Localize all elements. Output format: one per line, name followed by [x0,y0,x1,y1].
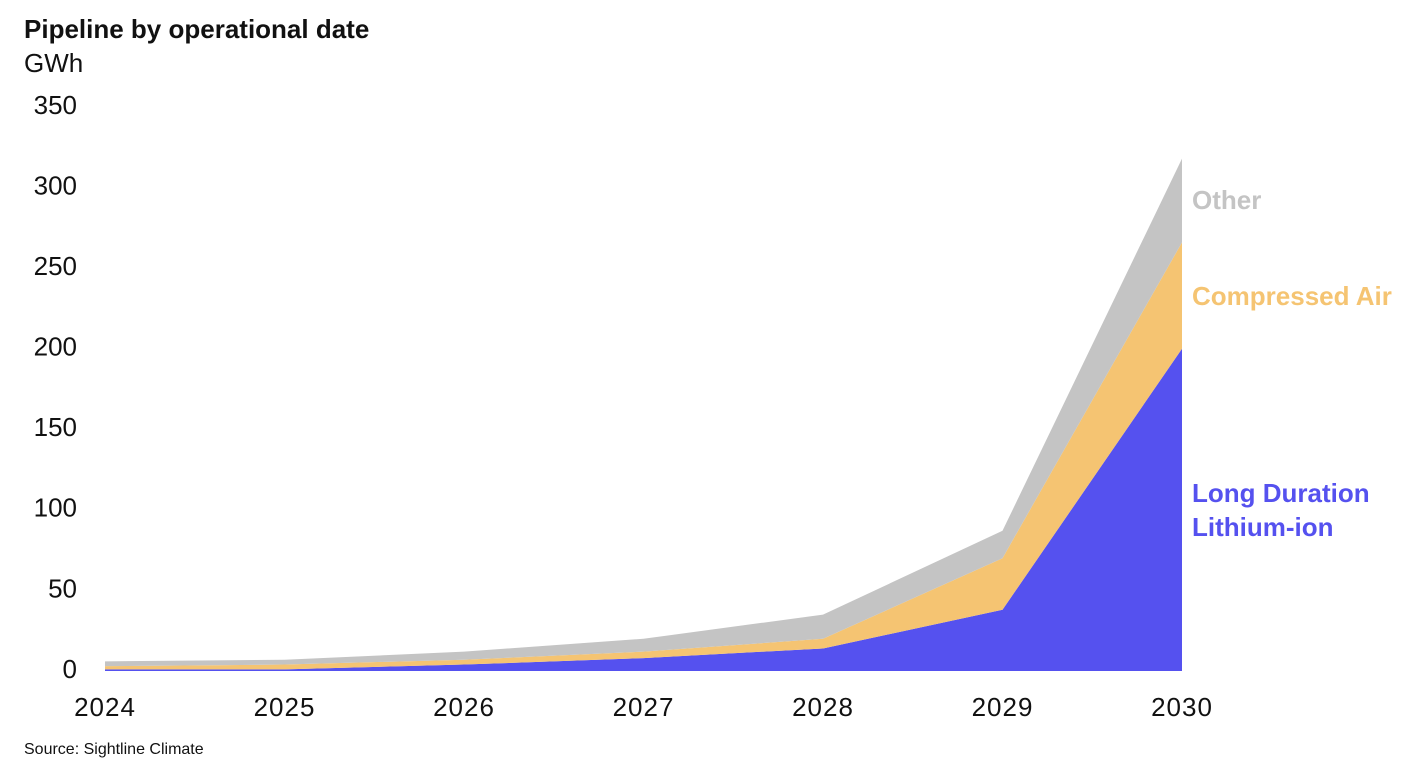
x-tick-label: 2028 [792,692,854,722]
series-label: Other [1192,185,1262,216]
x-tick-label: 2024 [74,692,136,722]
x-tick-label: 2029 [972,692,1034,722]
y-axis-label: GWh [24,48,83,78]
x-tick-label: 2030 [1151,692,1213,722]
y-tick-label: 50 [48,573,77,603]
y-tick-label: 350 [34,90,77,120]
y-tick-label: 250 [34,251,77,281]
area [105,348,1182,671]
y-tick-label: 200 [34,332,77,362]
y-tick-label: 300 [34,170,77,200]
y-tick-label: 100 [34,493,77,523]
x-tick-label: 2027 [613,692,675,722]
y-tick-label: 0 [63,654,77,684]
x-tick-label: 2026 [433,692,495,722]
series-label: Compressed Air [1192,280,1392,311]
chart-title: Pipeline by operational date [24,14,369,44]
y-tick-label: 150 [34,412,77,442]
source: Source: Sightline Climate [24,741,204,758]
series-label: Long Duration Lithium-ion [1192,477,1370,542]
x-tick-label: 2025 [254,692,316,722]
